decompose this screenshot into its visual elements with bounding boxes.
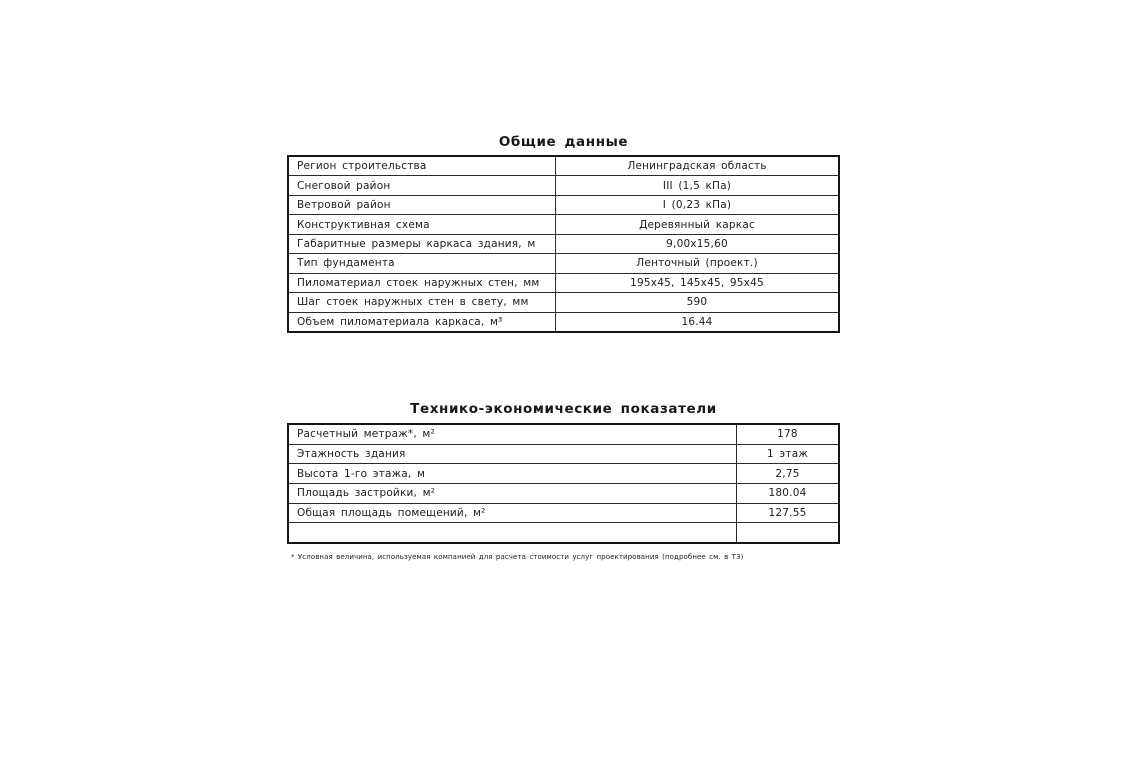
row-label: Объем пиломатериала каркаса, м³ — [289, 312, 556, 331]
row-label: Пиломатериал стоек наружных стен, мм — [289, 273, 556, 293]
row-value: 195x45, 145x45, 95x45 — [630, 276, 764, 289]
row-value: 127.55 — [768, 507, 807, 520]
row-value: 590 — [686, 296, 708, 309]
table-row: Регион строительства Ленинградская област… — [289, 157, 838, 176]
row-label: Общая площадь помещений, м² — [289, 503, 737, 523]
row-value: Ленинградская область — [627, 160, 767, 173]
table-row: Ветровой район I (0,23 кПа) — [289, 194, 838, 215]
row-label: Снеговой район — [289, 176, 556, 195]
tep-title: Технико-экономические показатели — [410, 401, 717, 417]
table-row: Высота 1-го этажа, м 2,75 — [289, 463, 838, 484]
table-row: Габаритные размеры каркаса здания, м 9,00… — [289, 233, 838, 254]
table-row: Расчетный метраж*, м² 178 — [289, 425, 838, 444]
table-row — [289, 522, 838, 543]
row-value: 9,00x15,60 — [666, 237, 728, 250]
table-row: Шаг стоек наружных стен в свету, мм 590 — [289, 292, 838, 312]
row-label: Этажность здания — [289, 444, 737, 464]
row-label: Шаг стоек наружных стен в свету, мм — [289, 293, 556, 312]
row-label: Высота 1-го этажа, м — [289, 464, 737, 484]
table-row: Этажность здания 1 этаж — [289, 443, 838, 464]
row-label: Ветровой район — [289, 195, 556, 215]
row-label — [289, 523, 737, 543]
row-label: Расчетный метраж*, м² — [289, 425, 737, 444]
row-value — [737, 523, 838, 542]
row-label: Тип фундамента — [289, 254, 556, 273]
table-row: Общая площадь помещений, м² 127.55 — [289, 502, 838, 523]
table-row: Объем пиломатериала каркаса, м³ 16.44 — [289, 311, 838, 331]
row-value: III (1,5 кПа) — [662, 179, 732, 192]
table-row: Конструктивная схема Деревянный каркас — [289, 214, 838, 234]
row-value: 2,75 — [775, 467, 800, 480]
row-value: 178 — [777, 428, 798, 441]
row-value: Ленточный (проект.) — [636, 257, 758, 270]
row-value: 180.04 — [768, 487, 807, 500]
table-row: Пиломатериал стоек наружных стен, мм 195x… — [289, 272, 838, 293]
row-value: 16.44 — [681, 315, 713, 328]
row-value: I (0,23 кПа) — [662, 199, 732, 212]
table-row: Снеговой район III (1,5 кПа) — [289, 175, 838, 195]
row-label: Габаритные размеры каркаса здания, м — [289, 234, 556, 254]
general-data-table: Регион строительства Ленинградская област… — [287, 155, 840, 333]
row-label: Конструктивная схема — [289, 215, 556, 234]
table-row: Площадь застройки, м² 180.04 — [289, 483, 838, 503]
row-label: Площадь застройки, м² — [289, 484, 737, 503]
row-value: 1 этаж — [767, 448, 808, 460]
row-value: Деревянный каркас — [639, 218, 755, 231]
general-data-title: Общие данные — [498, 134, 629, 150]
table-row: Тип фундамента Ленточный (проект.) — [289, 253, 838, 273]
tep-table: Расчетный метраж*, м² 178 Этажность здания… — [287, 423, 840, 544]
footnote: * Условная величина, используемая компан… — [291, 553, 744, 561]
row-label: Регион строительства — [289, 157, 556, 176]
